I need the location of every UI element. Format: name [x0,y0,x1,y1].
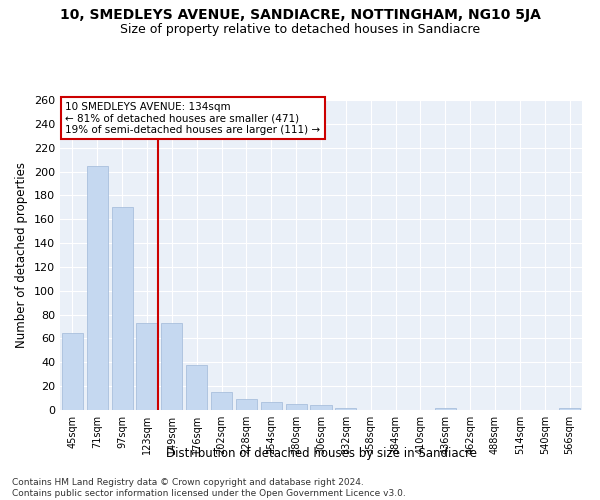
Bar [211,392,232,410]
Bar [435,408,456,410]
Bar [286,404,307,410]
Bar [62,332,83,410]
Bar [161,323,182,410]
Bar [559,408,580,410]
Text: Contains HM Land Registry data © Crown copyright and database right 2024.
Contai: Contains HM Land Registry data © Crown c… [12,478,406,498]
Bar [136,323,158,410]
Bar [236,400,257,410]
Bar [87,166,108,410]
Bar [310,405,332,410]
Bar [186,364,207,410]
Bar [261,402,282,410]
Text: Distribution of detached houses by size in Sandiacre: Distribution of detached houses by size … [166,448,476,460]
Text: 10, SMEDLEYS AVENUE, SANDIACRE, NOTTINGHAM, NG10 5JA: 10, SMEDLEYS AVENUE, SANDIACRE, NOTTINGH… [59,8,541,22]
Bar [335,408,356,410]
Y-axis label: Number of detached properties: Number of detached properties [16,162,28,348]
Text: 10 SMEDLEYS AVENUE: 134sqm
← 81% of detached houses are smaller (471)
19% of sem: 10 SMEDLEYS AVENUE: 134sqm ← 81% of deta… [65,102,320,134]
Text: Size of property relative to detached houses in Sandiacre: Size of property relative to detached ho… [120,22,480,36]
Bar [112,208,133,410]
